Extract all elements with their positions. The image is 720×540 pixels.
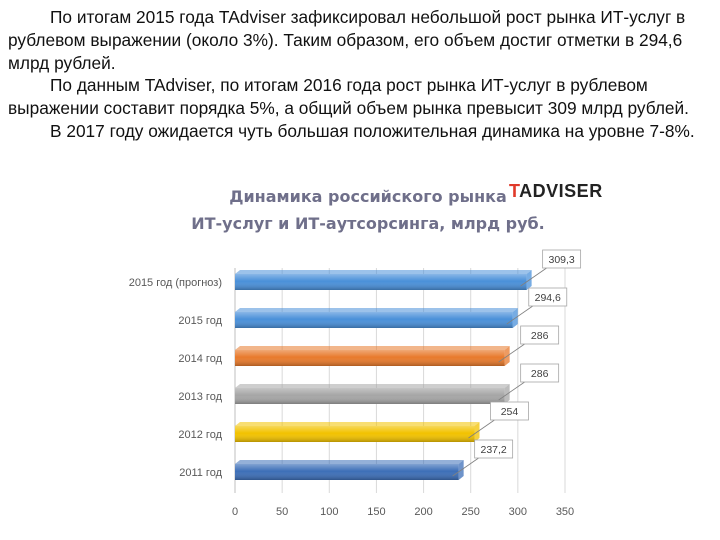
data-label-leader xyxy=(468,419,495,439)
tadviser-logo: TADVISER xyxy=(509,181,603,202)
data-label: 294,6 xyxy=(535,292,561,304)
data-label-box xyxy=(520,325,560,345)
paragraph-2015-results: По итогам 2015 года TAdviser зафиксирова… xyxy=(8,7,686,73)
paragraph-2016-forecast: По данным TAdviser, по итогам 2016 года … xyxy=(8,75,689,119)
category-label: 2012 год xyxy=(178,429,222,441)
bar-top-face xyxy=(235,270,532,274)
data-label-box xyxy=(528,287,568,307)
data-label-box xyxy=(474,439,514,459)
bar-shading xyxy=(235,350,505,366)
data-label-box xyxy=(542,249,582,269)
data-label-box xyxy=(520,363,560,383)
bar-top-face xyxy=(235,422,480,426)
logo-wordmark: ADVISER xyxy=(519,181,603,201)
x-tick-label: 0 xyxy=(232,506,238,518)
category-label: 2013 год xyxy=(178,391,222,403)
x-tick-label: 350 xyxy=(556,506,574,518)
x-tick-label: 150 xyxy=(367,506,385,518)
bar-shading xyxy=(235,426,475,442)
category-label: 2015 год xyxy=(178,315,222,327)
article-text: По итогам 2015 года TAdviser зафиксирова… xyxy=(8,6,714,143)
data-label: 286 xyxy=(531,330,549,342)
data-label: 237,2 xyxy=(481,444,507,456)
bar-shading xyxy=(235,388,505,404)
logo-letter-t: T xyxy=(509,181,520,201)
data-label-leader xyxy=(520,267,547,287)
x-tick-label: 250 xyxy=(462,506,480,518)
bar-shading xyxy=(235,464,459,480)
bar-top-face xyxy=(235,384,510,388)
bar-shading xyxy=(235,274,527,290)
data-label-leader xyxy=(452,457,479,477)
data-label: 254 xyxy=(501,406,519,418)
data-label-leader xyxy=(498,381,525,401)
chart-subtitle: ИТ-услуг и ИТ-аутсорсинга, млрд руб. xyxy=(191,214,545,233)
bar-chart: 0 50 100 150 200 250 300 350 2015 год (прогноз) 3… xyxy=(129,249,582,518)
category-label: 2015 год (прогноз) xyxy=(129,277,222,289)
data-label: 309,3 xyxy=(548,254,574,266)
bar-top-face xyxy=(235,308,518,312)
x-tick-label: 50 xyxy=(276,506,288,518)
x-tick-label: 300 xyxy=(509,506,527,518)
x-tick-label: 200 xyxy=(414,506,432,518)
data-label-leader xyxy=(498,343,525,363)
x-tick-label: 100 xyxy=(320,506,338,518)
bar-shading xyxy=(235,312,513,328)
data-label-box xyxy=(490,401,529,421)
bar-top-face xyxy=(235,346,510,350)
data-label: 286 xyxy=(531,368,549,380)
data-label-leader xyxy=(506,305,533,325)
category-label: 2014 год xyxy=(178,353,222,365)
paragraph-2017-outlook: В 2017 году ожидается чуть большая полож… xyxy=(50,120,695,141)
bar-top-face xyxy=(235,460,464,464)
category-label: 2011 год xyxy=(179,467,222,479)
chart-title: Динамика российского рынка xyxy=(229,187,507,206)
